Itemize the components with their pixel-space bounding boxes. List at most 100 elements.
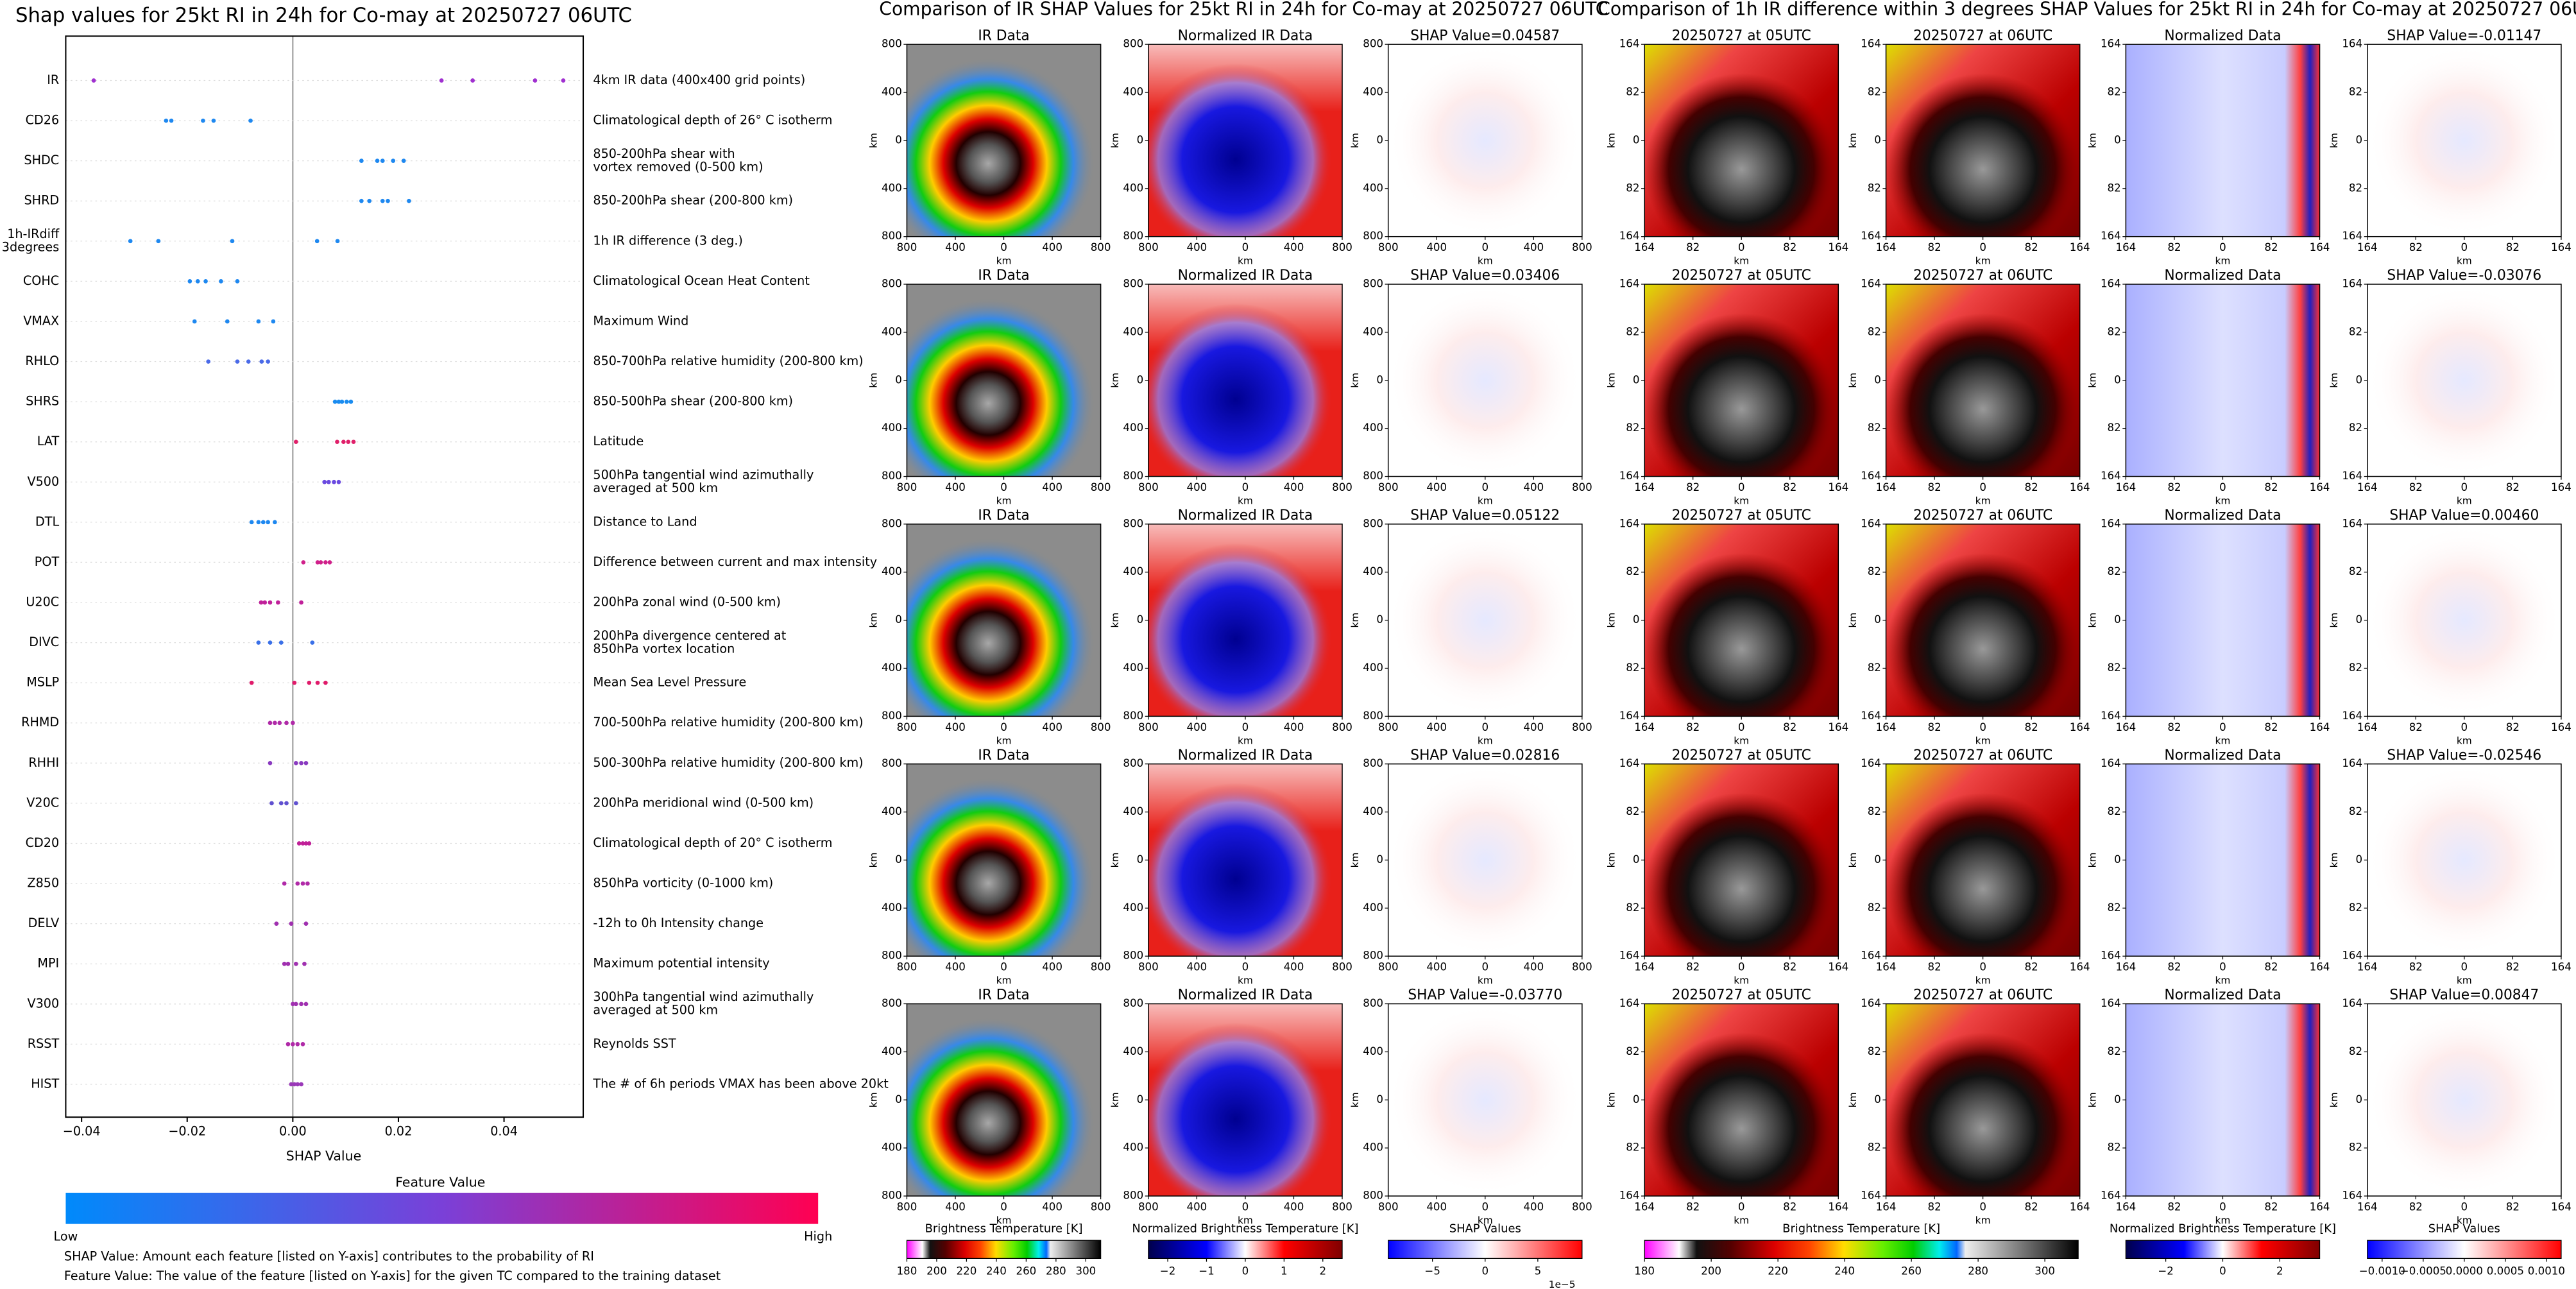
x-tick-label: 400 <box>1284 241 1304 253</box>
point <box>295 1042 300 1046</box>
y-tick-label: 0 <box>1137 373 1144 386</box>
y-tick-label: 164 <box>2101 950 2121 962</box>
point <box>327 560 332 565</box>
y-tick-label: 800 <box>1123 470 1143 482</box>
y-tick-label: 164 <box>2101 517 2121 529</box>
y-tick-label: 164 <box>1861 230 1881 242</box>
colorbar-tick-label: 180 <box>1634 1265 1655 1277</box>
point <box>380 198 385 203</box>
point <box>296 841 302 846</box>
panel: SHAP Value=0.03406kmkm800800400400004004… <box>1349 268 1592 506</box>
point <box>292 680 297 685</box>
image <box>1886 284 2080 477</box>
colorbar-tick-label: 240 <box>1834 1265 1855 1277</box>
point <box>293 760 298 765</box>
panel: SHAP Value=-0.02546kmkm16416482820082821… <box>2328 747 2572 986</box>
x-tick-label: 164 <box>1634 241 1655 253</box>
point <box>295 881 300 886</box>
x-tick-label: 164 <box>2357 721 2378 733</box>
point <box>332 399 337 404</box>
y-tick-label: 0 <box>895 373 902 386</box>
y-tick-label: 400 <box>1363 805 1383 817</box>
x-tick-label: 0 <box>2461 241 2468 253</box>
x-tick-label: 400 <box>945 721 966 733</box>
colorbar <box>906 1240 1102 1259</box>
y-tick-label: 400 <box>882 1141 902 1154</box>
x-tick-label: 164 <box>2070 241 2090 253</box>
y-axis-label: km <box>1605 613 1617 628</box>
y-tick-label: 400 <box>1363 901 1383 914</box>
x-axis-label: km <box>1975 975 1991 986</box>
y-tick-label: 82 <box>1868 86 1881 98</box>
chart-title: Shap values for 25kt RI in 24h for Co-ma… <box>15 4 632 27</box>
point <box>278 801 284 806</box>
panel: 20250727 at 06UTCkmkm1641648282008282164… <box>1847 987 2090 1226</box>
panel-title: SHAP Value=0.05122 <box>1410 508 1560 524</box>
panel-title: Normalized Data <box>2164 747 2281 764</box>
colorbar-tick-label: 260 <box>1901 1265 1922 1277</box>
y-axis-label: km <box>2087 1092 2099 1107</box>
y-tick-label: 82 <box>2108 182 2121 194</box>
image <box>1388 524 1582 717</box>
y-tick-label: 800 <box>1363 470 1383 482</box>
point <box>332 479 336 484</box>
y-tick-label: 400 <box>882 901 902 914</box>
image <box>1644 284 1839 477</box>
panel-title: Normalized IR Data <box>1178 987 1313 1003</box>
x-tick-label: 0 <box>2461 721 2468 733</box>
x-tick-label: 400 <box>1523 241 1544 253</box>
x-tick-label: 164 <box>2551 1200 2572 1213</box>
feature-description: 850hPa vorticity (0-1000 km) <box>593 876 773 891</box>
y-tick-label: 400 <box>1123 1141 1143 1154</box>
y-tick-label: 164 <box>2342 1190 2362 1202</box>
x-tick-label: 400 <box>1426 1200 1447 1213</box>
y-tick-label: 82 <box>1626 422 1639 434</box>
colorbar-tick-label: −5 <box>1424 1265 1440 1277</box>
point <box>303 921 309 926</box>
point <box>359 158 364 163</box>
y-axis-label: km <box>1605 373 1617 388</box>
y-tick-label: 800 <box>1363 277 1383 289</box>
x-axis-label: km <box>1238 495 1253 506</box>
x-axis-label: km <box>996 255 1012 267</box>
y-tick-label: 800 <box>1363 710 1383 722</box>
point <box>164 118 169 123</box>
y-tick-label: 400 <box>1123 565 1143 577</box>
y-tick-label: 82 <box>2108 805 2121 817</box>
panel: Normalized Datakmkm164164828200828216416… <box>2087 268 2330 506</box>
panel: 20250727 at 05UTCkmkm1641648282008282164… <box>1605 268 1848 506</box>
point <box>307 841 312 846</box>
y-tick-label: 800 <box>1123 230 1143 242</box>
panel-title: SHAP Value=0.04587 <box>1410 28 1560 44</box>
x-tick-label: 164 <box>1828 481 1848 493</box>
point <box>293 961 298 966</box>
y-tick-label: 82 <box>1868 325 1881 337</box>
point <box>341 440 346 445</box>
x-tick-label: 0 <box>1242 721 1249 733</box>
feature-description: Difference between current and max inten… <box>593 554 877 569</box>
y-tick-label: 0 <box>2114 373 2121 386</box>
image <box>2126 1003 2320 1197</box>
image <box>1644 1003 1839 1197</box>
x-tick-label: 400 <box>1426 481 1447 493</box>
x-tick-label: 82 <box>2409 721 2423 733</box>
y-tick-label: CD26 <box>26 113 60 128</box>
y-tick-label: 164 <box>2101 1190 2121 1202</box>
feature-description: Mean Sea Level Pressure <box>593 675 746 690</box>
panel: 20250727 at 06UTCkmkm1641648282008282164… <box>1847 268 2090 506</box>
panel-title: Normalized IR Data <box>1178 508 1313 524</box>
x-axis-label: km <box>1238 735 1253 746</box>
panel: SHAP Value=0.04587kmkm800800400400004004… <box>1349 28 1592 266</box>
y-tick-label: 0 <box>1874 133 1881 146</box>
x-tick-label: 0 <box>1738 241 1745 253</box>
x-tick-label: 0 <box>1000 241 1007 253</box>
point <box>314 239 320 244</box>
plot-frame <box>65 35 584 1118</box>
x-tick-label: 0 <box>1738 481 1745 493</box>
y-tick-label: SHRD <box>24 193 59 208</box>
panel: Normalized IR Datakmkm800800400400004004… <box>1109 268 1352 506</box>
x-tick-label: 82 <box>2409 481 2423 493</box>
y-tick-label: 0 <box>2114 853 2121 866</box>
colorbar-tick-label: 280 <box>1046 1265 1066 1277</box>
panel-title: Normalized Data <box>2164 508 2281 524</box>
